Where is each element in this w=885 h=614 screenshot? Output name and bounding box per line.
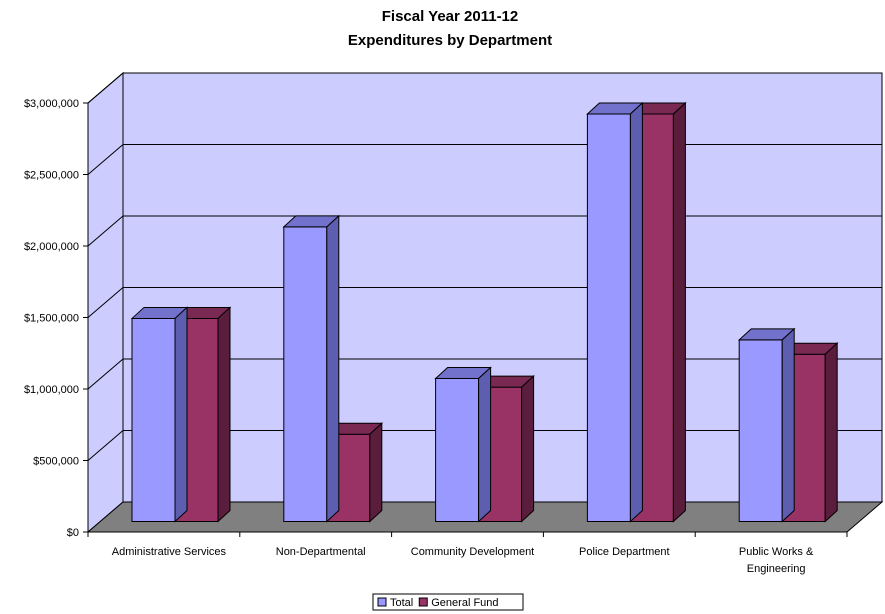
bar-side [174,306,188,523]
chart-subtitle: Expenditures by Department [348,32,552,49]
bar-front [131,317,176,522]
bar-total-1 [282,214,341,523]
bar-front [738,339,783,522]
y-tick-label: $1,500,000 [24,313,79,325]
bar-total-0 [130,306,189,523]
x-tick-label: Community Development [411,546,535,558]
bar-total-4 [737,327,796,523]
y-tick-label: $3,000,000 [24,98,79,110]
plot-area: $0 $500,000 $1,000,000 $1,500,000 $2,000,000… [24,71,884,575]
y-tick-label: $0 [67,527,79,539]
bar-side [326,214,340,523]
bar-side [369,422,383,523]
legend-swatch-general-fund [418,597,428,607]
legend-label-total: Total [390,597,413,609]
x-tick-label: Police Department [579,546,670,558]
bar-side [217,306,231,523]
bar-total-3 [586,101,644,523]
bar-front [435,378,480,522]
bar-side [824,342,838,523]
x-tick-label: Engineering [747,563,806,575]
x-tick-label: Administrative Services [112,546,227,558]
y-tick-label: $1,000,000 [24,384,79,396]
bar-side [781,327,795,523]
x-tick-label: Non-Departmental [276,546,366,558]
bar-front [586,113,631,522]
bar-total-2 [434,366,492,523]
bar-side [478,366,492,523]
legend-label-general-fund: General Fund [431,597,498,609]
legend-swatch-total [377,597,387,607]
gridline [87,72,882,104]
y-tick-label: $500,000 [33,456,79,468]
y-tick-label: $2,000,000 [24,241,79,253]
bar-side [629,101,643,523]
chart-title: Fiscal Year 2011-12 [382,8,519,25]
x-tick-label: Public Works & [739,546,814,558]
legend-box [372,593,524,611]
bar-side [672,101,686,523]
bar-side [521,374,535,523]
legend: Total General Fund [372,593,524,611]
y-tick-label: $2,500,000 [24,170,79,182]
bar-front [283,226,328,522]
